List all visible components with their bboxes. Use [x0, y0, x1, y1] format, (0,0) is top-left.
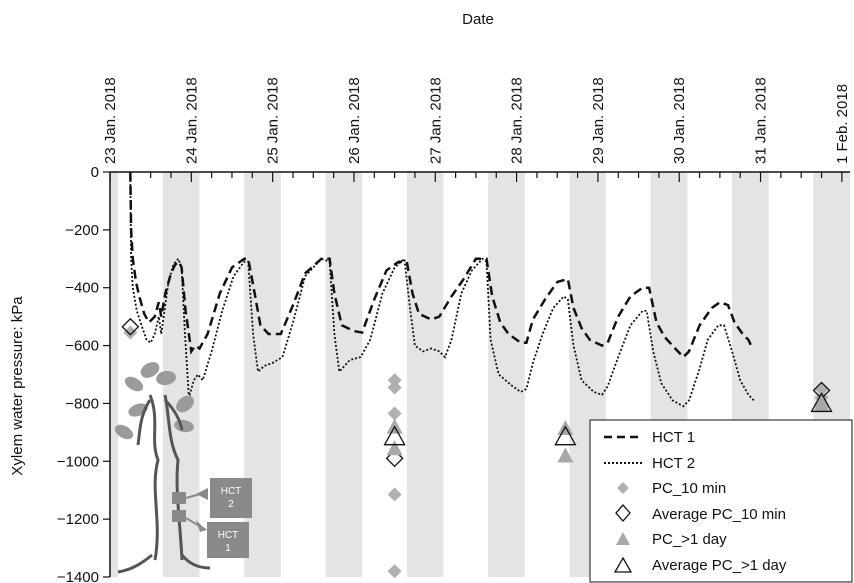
legend-entry-avg-pc10: Average PC_10 min	[615, 504, 786, 523]
x-tick-label: 28 Jan. 2018	[509, 77, 526, 164]
pc-1day-point	[557, 447, 574, 463]
x-tick-label: 24 Jan. 2018	[183, 77, 200, 164]
pc-10min-point	[387, 406, 402, 421]
x-tick-label: 27 Jan. 2018	[427, 77, 444, 164]
legend-entry-hct1: HCT 1	[604, 429, 695, 446]
avg-pc-1day-point	[810, 392, 833, 413]
legend-entry-hct2: HCT 2	[604, 455, 695, 472]
y-tick-label: −1400	[57, 569, 99, 583]
night-band	[406, 172, 444, 577]
pc-1day-point	[386, 440, 403, 456]
night-bands	[110, 172, 850, 577]
y-tick-label: 0	[91, 164, 99, 181]
y-tick-label: −600	[65, 338, 99, 355]
night-band	[488, 172, 525, 577]
y-ticks: 0 −200 −400 −600 −800 −1000 −1200 −1400	[57, 164, 110, 583]
y-tick-label: −1000	[57, 453, 99, 470]
night-band	[325, 172, 363, 577]
avg-pc-1day-point	[383, 425, 406, 446]
legend-label: Average PC_10 min	[652, 506, 786, 523]
hct2-label-line1: HCT	[221, 486, 242, 497]
x-ticks: 23 Jan. 2018 24 Jan. 2018 25 Jan. 2018 26 J…	[102, 77, 851, 182]
hct2-sensor-icon: HCT 2	[172, 478, 252, 518]
series-group	[129, 171, 755, 408]
hct2-label-line2: 2	[228, 499, 234, 510]
avg-pc-10min-point	[385, 449, 404, 468]
legend-entry-pc10: PC_10 min	[617, 480, 726, 497]
night-band	[110, 172, 119, 577]
axes	[109, 171, 850, 577]
legend-label: Average PC_>1 day	[652, 557, 787, 574]
x-axis-title: Date	[462, 11, 494, 28]
legend-label: PC_10 min	[652, 480, 726, 497]
hct1-sensor-icon: HCT 1	[172, 510, 249, 558]
pc-10min-point	[387, 487, 402, 502]
legend: HCT 1 HCT 2 PC_10 min Average PC_10 min …	[589, 419, 853, 583]
pc-1day-point	[813, 396, 830, 412]
legend-entry-avg-pc1day: Average PC_>1 day	[613, 556, 787, 574]
y-tick-label: −1200	[57, 511, 99, 528]
hct1-label-line1: HCT	[218, 530, 239, 541]
hct1-line	[129, 171, 754, 359]
x-tick-label: 25 Jan. 2018	[265, 77, 282, 164]
marker-group	[121, 317, 833, 579]
tree-trunk-icon	[117, 394, 211, 574]
x-tick-label: 26 Jan. 2018	[346, 77, 363, 164]
tree-illustration: HCT 2 HCT 1	[114, 362, 252, 574]
x-tick-label: 29 Jan. 2018	[590, 77, 607, 164]
y-axis-title: Xylem water pressure: kPa	[9, 296, 26, 476]
pc-10min-point	[387, 373, 402, 388]
legend-label: HCT 1	[652, 429, 695, 446]
x-tick-label: 1 Feb. 2018	[834, 84, 851, 164]
y-tick-label: −400	[65, 280, 99, 297]
x-tick-label: 30 Jan. 2018	[671, 77, 688, 164]
legend-label: HCT 2	[652, 455, 695, 472]
avg-pc-10min-point	[121, 317, 140, 336]
x-tick-label: 31 Jan. 2018	[753, 77, 770, 164]
y-tick-label: −800	[65, 395, 99, 412]
legend-box	[589, 419, 853, 583]
pc-10min-point	[387, 380, 402, 395]
legend-label: PC_>1 day	[652, 531, 727, 548]
x-tick-label: 23 Jan. 2018	[102, 77, 119, 164]
hct1-label-line2: 1	[225, 543, 231, 554]
legend-entry-pc1day: PC_>1 day	[616, 531, 727, 548]
avg-pc-1day-point	[554, 425, 577, 446]
pc-10min-point	[387, 564, 402, 579]
tree-leaves-icon	[114, 362, 194, 440]
pc-10min-point	[123, 325, 138, 340]
y-tick-label: −200	[65, 222, 99, 239]
